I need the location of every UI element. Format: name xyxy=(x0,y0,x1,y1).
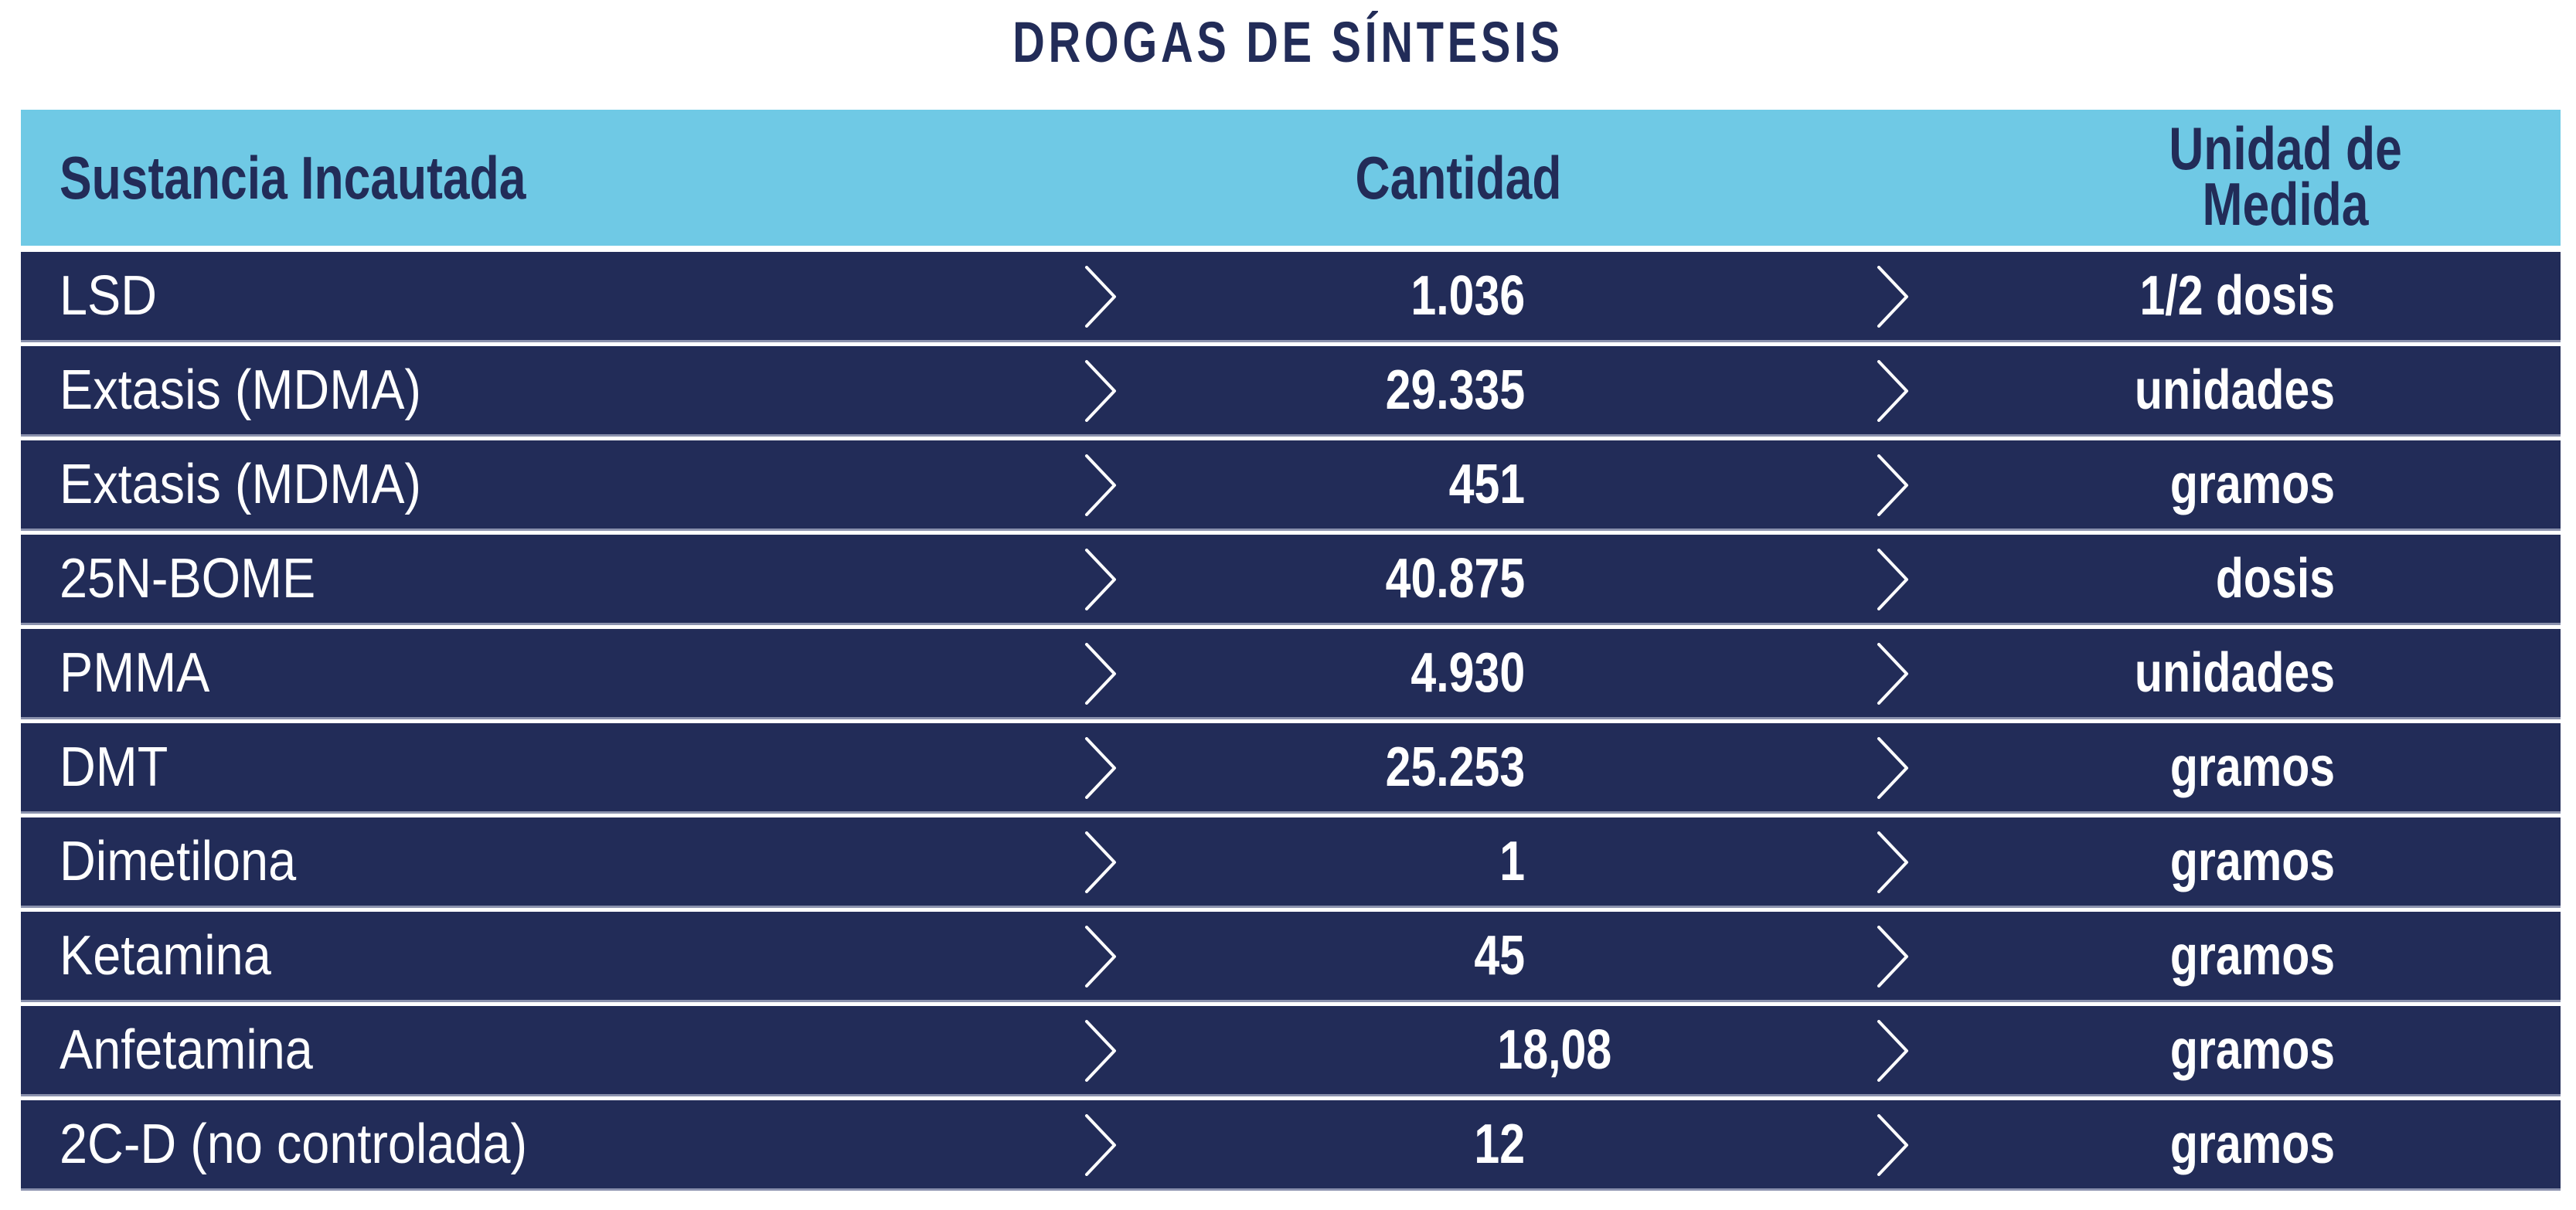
chevron-right-icon xyxy=(1876,360,1911,422)
chevron-right-icon xyxy=(1084,737,1119,799)
table-row: Extasis (MDMA) 29.335 unidades xyxy=(21,346,2561,437)
cell-unidad: unidades xyxy=(2134,642,2335,704)
cell-cantidad: 1.036 xyxy=(1411,265,1525,327)
chevron-right-icon xyxy=(1876,454,1911,516)
chevron-right-icon xyxy=(1084,454,1119,516)
chevron-right-icon xyxy=(1876,737,1911,799)
table-row: LSD 1.036 1/2 dosis xyxy=(21,252,2561,342)
cell-unidad: dosis xyxy=(2215,548,2335,610)
cell-cantidad: 12 xyxy=(1474,1113,1525,1175)
cell-cantidad: 29.335 xyxy=(1385,359,1525,421)
header-unidad: Unidad de Medida xyxy=(2057,114,2514,238)
table-row: DMT 25.253 gramos xyxy=(21,723,2561,814)
cell-sustancia: Ketamina xyxy=(60,925,271,987)
cell-sustancia: Extasis (MDMA) xyxy=(60,454,421,515)
chevron-right-icon xyxy=(1084,1020,1119,1082)
cell-sustancia: Extasis (MDMA) xyxy=(60,359,421,421)
chevron-right-icon xyxy=(1876,926,1911,987)
cell-unidad: gramos xyxy=(2169,925,2335,987)
cell-sustancia: 2C-D (no controlada) xyxy=(60,1113,528,1175)
chevron-right-icon xyxy=(1876,831,1911,893)
chevron-right-icon xyxy=(1084,831,1119,893)
chevron-right-icon xyxy=(1084,549,1119,610)
cell-cantidad: 45 xyxy=(1474,925,1525,987)
header-sustancia: Sustancia Incautada xyxy=(60,144,526,212)
cell-cantidad: 25.253 xyxy=(1385,736,1525,798)
cell-cantidad: 18,08 xyxy=(1497,1019,1611,1081)
cell-unidad: gramos xyxy=(2169,1113,2335,1175)
cell-unidad: gramos xyxy=(2169,831,2335,892)
header-unidad-line1: Unidad de xyxy=(2169,114,2402,182)
table-row: Extasis (MDMA) 451 gramos xyxy=(21,440,2561,531)
table-body: LSD 1.036 1/2 dosis Extasis (MDMA) 29.33… xyxy=(21,252,2561,1191)
table-row: Ketamina 45 gramos xyxy=(21,912,2561,1002)
cell-sustancia: PMMA xyxy=(60,642,210,704)
table-row: Anfetamina 18,08 gramos xyxy=(21,1006,2561,1096)
cell-sustancia: 25N-BOME xyxy=(60,548,316,610)
chevron-right-icon xyxy=(1084,266,1119,328)
seizure-table: Sustancia Incautada Cantidad Unidad de M… xyxy=(21,110,2561,1195)
table-row: 25N-BOME 40.875 dosis xyxy=(21,535,2561,625)
cell-sustancia: LSD xyxy=(60,265,158,327)
chevron-right-icon xyxy=(1084,360,1119,422)
chevron-right-icon xyxy=(1876,1020,1911,1082)
chevron-right-icon xyxy=(1876,1114,1911,1176)
cell-sustancia: Dimetilona xyxy=(60,831,297,892)
cell-unidad: 1/2 dosis xyxy=(2139,265,2335,327)
chevron-right-icon xyxy=(1876,266,1911,328)
header-unidad-line2: Medida xyxy=(2202,170,2369,238)
page-title: DROGAS DE SÍNTESIS xyxy=(1012,10,1564,74)
table-row: PMMA 4.930 unidades xyxy=(21,629,2561,719)
cell-sustancia: DMT xyxy=(60,736,168,798)
cell-unidad: gramos xyxy=(2169,736,2335,798)
chevron-right-icon xyxy=(1084,1114,1119,1176)
cell-unidad: unidades xyxy=(2134,359,2335,421)
header-cantidad: Cantidad xyxy=(1355,144,1562,212)
table-header: Sustancia Incautada Cantidad Unidad de M… xyxy=(21,110,2561,252)
cell-unidad: gramos xyxy=(2169,454,2335,515)
cell-cantidad: 1 xyxy=(1499,831,1525,892)
cell-unidad: gramos xyxy=(2169,1019,2335,1081)
cell-sustancia: Anfetamina xyxy=(60,1019,313,1081)
cell-cantidad: 4.930 xyxy=(1411,642,1525,704)
chevron-right-icon xyxy=(1084,926,1119,987)
chevron-right-icon xyxy=(1876,643,1911,705)
table-row: 2C-D (no controlada) 12 gramos xyxy=(21,1100,2561,1191)
table-row: Dimetilona 1 gramos xyxy=(21,817,2561,908)
chevron-right-icon xyxy=(1084,643,1119,705)
chevron-right-icon xyxy=(1876,549,1911,610)
cell-cantidad: 451 xyxy=(1448,454,1525,515)
cell-cantidad: 40.875 xyxy=(1385,548,1525,610)
